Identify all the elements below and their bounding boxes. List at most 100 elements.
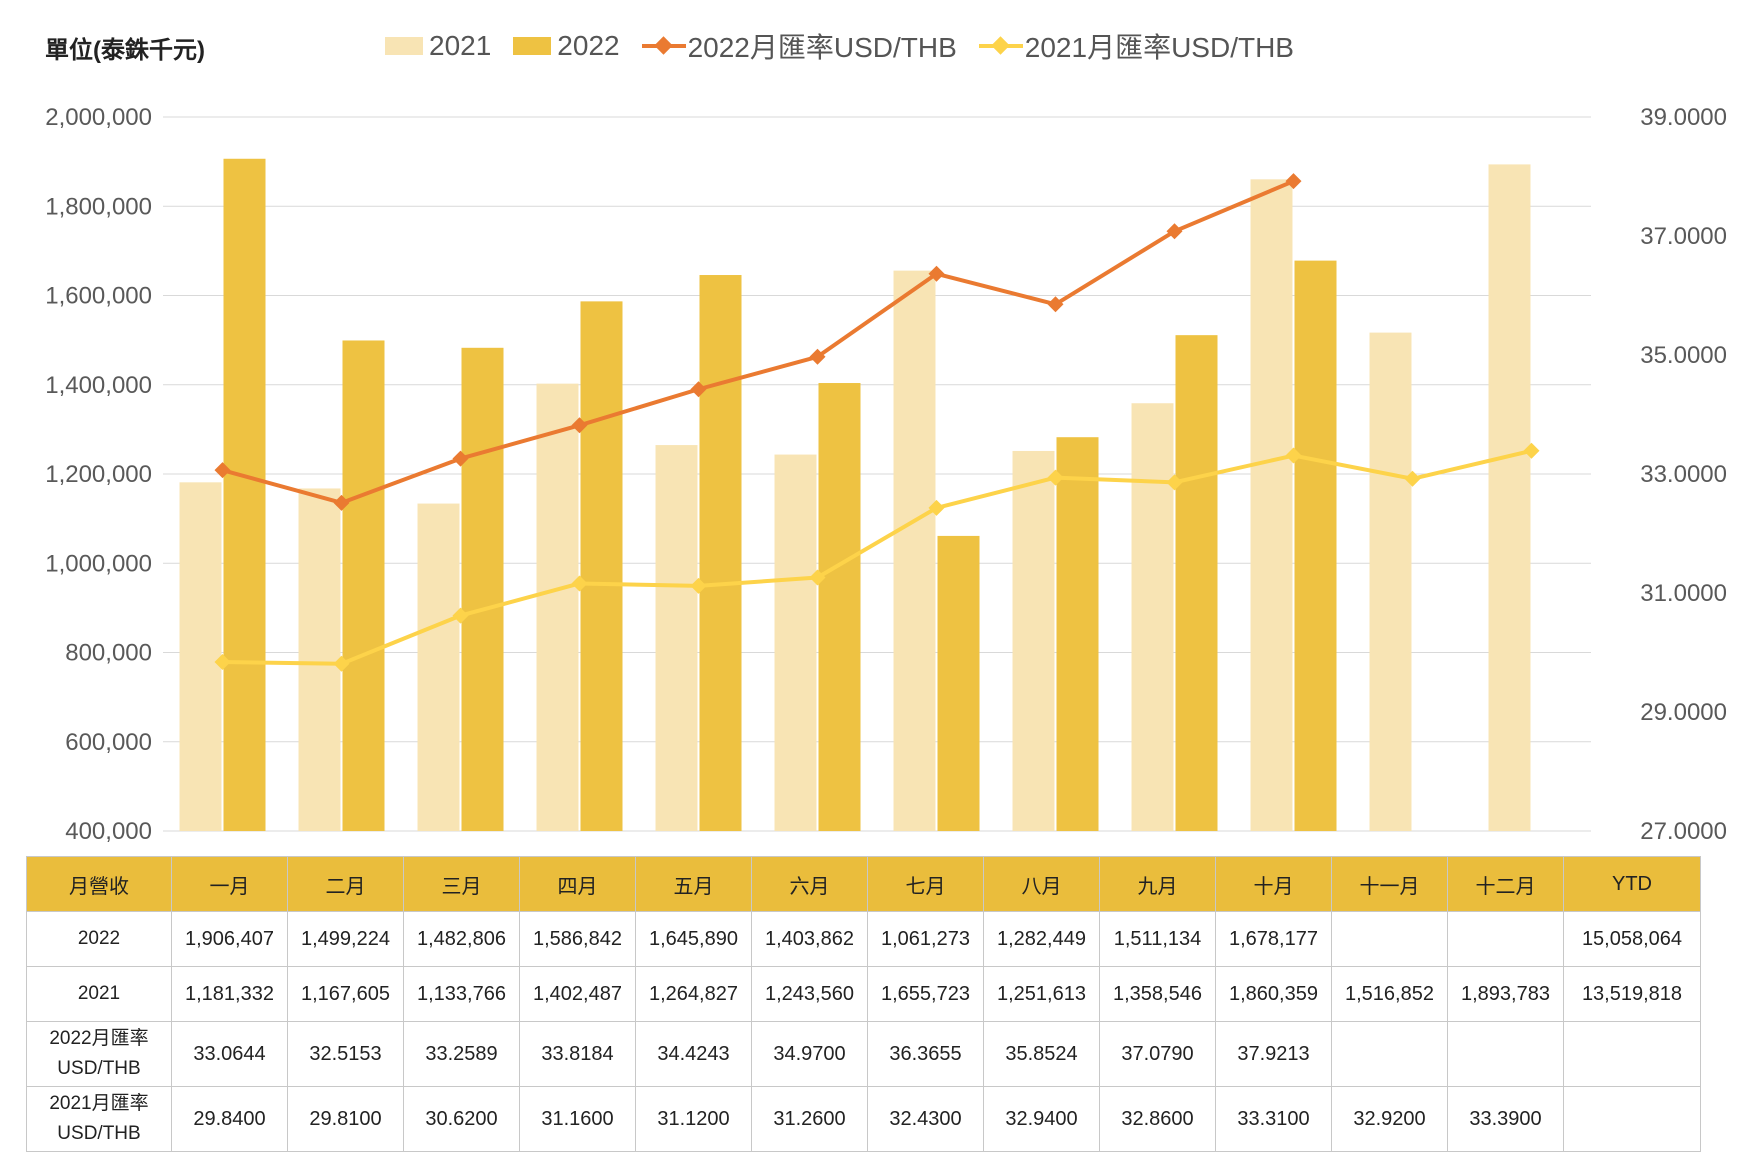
table-cell: 32.9200 [1331, 1086, 1448, 1152]
bar-2022-8 [1056, 437, 1099, 831]
table-column-header: YTD [1563, 856, 1701, 912]
table-cell: 1,482,806 [403, 911, 520, 967]
table-cell [1331, 1021, 1448, 1087]
series-line-2021月匯率USD/THB [222, 448, 1532, 666]
table-cell: 1,655,723 [867, 966, 984, 1022]
table-cell: 15,058,064 [1563, 911, 1701, 967]
right-axis-tick-label: 39.0000 [1640, 104, 1727, 131]
table-cell [1447, 1021, 1564, 1087]
line-point-2021月匯率USD/THB-11 [1404, 470, 1421, 487]
bar-2021-6 [774, 454, 817, 831]
legend-item-2022: 2022 [513, 30, 620, 62]
right-axis-tick-label: 31.0000 [1640, 580, 1727, 607]
table-cell: 37.0790 [1099, 1021, 1216, 1087]
table-cell: 36.3655 [867, 1021, 984, 1087]
table-cell: 1,645,890 [635, 911, 752, 967]
bar-2022-5 [699, 275, 742, 831]
table-cell: 33.8184 [519, 1021, 636, 1087]
table-header-row: 月營收 一月 二月 三月 四月 五月 六月 七月 八月 九月 十月 十一月 十二月 YTD [26, 856, 1701, 912]
table-cell: 1,678,177 [1215, 911, 1332, 967]
table-cell: 1,511,134 [1099, 911, 1216, 967]
table-cell: 1,133,766 [403, 966, 520, 1022]
bar-2021-11 [1369, 332, 1412, 831]
right-axis-tick-label: 35.0000 [1640, 342, 1727, 369]
line-point-2022月匯率USD/THB-7 [928, 265, 945, 282]
table-cell: 1,499,224 [287, 911, 404, 967]
line-point-2021月匯率USD/THB-8 [1047, 469, 1064, 486]
legend-label: 2021月匯率USD/THB [1024, 32, 1294, 63]
table-column-header: 十一月 [1331, 856, 1448, 912]
left-axis-tick-label: 1,600,000 [45, 283, 152, 310]
legend-line-marker [641, 36, 686, 56]
table-column-header: 三月 [403, 856, 520, 912]
left-axis-tick-label: 400,000 [65, 818, 152, 845]
table-cell: 32.4300 [867, 1086, 984, 1152]
table-cell: 37.9213 [1215, 1021, 1332, 1087]
line-point-2021月匯率USD/THB-2 [333, 655, 350, 672]
bar-2021-3 [417, 503, 460, 831]
bar-2022-6 [818, 383, 861, 831]
table-column-header: 一月 [171, 856, 288, 912]
table-cell: 1,402,487 [519, 966, 636, 1022]
table-cell: 33.3900 [1447, 1086, 1564, 1152]
table-cell: 31.1600 [519, 1086, 636, 1152]
table-cell: 32.8600 [1099, 1086, 1216, 1152]
table-cell: 34.4243 [635, 1021, 752, 1087]
line-point-2022月匯率USD/THB-3 [452, 450, 469, 467]
table-cell: 32.5153 [287, 1021, 404, 1087]
right-axis-tick-label: 33.0000 [1640, 461, 1727, 488]
line-point-2021月匯率USD/THB-12 [1523, 442, 1540, 459]
table-cell: 1,358,546 [1099, 966, 1216, 1022]
left-axis-tick-label: 1,000,000 [45, 550, 152, 577]
table-cell [1563, 1021, 1701, 1087]
table-column-header: 五月 [635, 856, 752, 912]
combo-chart: 400,000 600,000 800,000 1,000,000 1,200,000 1… [45, 104, 1727, 845]
bar-2021-10 [1250, 179, 1293, 831]
table-cell: 30.6200 [403, 1086, 520, 1152]
bar-2021-4 [536, 383, 579, 831]
bar-2021-12 [1488, 164, 1531, 831]
left-axis-tick-label: 800,000 [65, 640, 152, 667]
line-point-2022月匯率USD/THB-6 [809, 348, 826, 365]
line-point-2022月匯率USD/THB-5 [690, 381, 707, 398]
table-cell: 1,251,613 [983, 966, 1100, 1022]
table-cell: 31.1200 [635, 1086, 752, 1152]
table-column-header: 十月 [1215, 856, 1332, 912]
bar-2022-7 [937, 535, 980, 831]
table-row: 2022月匯率 USD/THB 33.0644 32.5153 33.2589 33.81… [26, 1021, 1701, 1087]
legend-item-2022-rate: 2022月匯率USD/THB [641, 26, 957, 66]
bar-2022-4 [580, 301, 623, 831]
table-cell: 32.9400 [983, 1086, 1100, 1152]
table-column-header: 六月 [751, 856, 868, 912]
table-cell: 1,167,605 [287, 966, 404, 1022]
bar-2022-10 [1294, 260, 1337, 831]
table-row-header: 2022 [26, 911, 172, 967]
table-cell: 1,906,407 [171, 911, 288, 967]
line-point-2022月匯率USD/THB-10 [1285, 173, 1302, 190]
table-cell: 1,264,827 [635, 966, 752, 1022]
table-column-header: 四月 [519, 856, 636, 912]
bar-2022-2 [342, 340, 385, 831]
unit-label: 單位(泰銖千元) [45, 37, 205, 64]
table-cell: 1,516,852 [1331, 966, 1448, 1022]
line-point-2022月匯率USD/THB-4 [571, 417, 588, 434]
table-cell: 1,181,332 [171, 966, 288, 1022]
right-axis-tick-label: 37.0000 [1640, 223, 1727, 250]
table-cell: 35.8524 [983, 1021, 1100, 1087]
line-point-2021月匯率USD/THB-3 [452, 607, 469, 624]
line-point-2022月匯率USD/THB-2 [333, 494, 350, 511]
table-column-header: 九月 [1099, 856, 1216, 912]
line-point-2021月匯率USD/THB-6 [809, 569, 826, 586]
line-point-2022月匯率USD/THB-8 [1047, 296, 1064, 313]
bar-2021-9 [1131, 403, 1174, 831]
chart-legend: 2021 2022 2022月匯率USD/THB 2021月匯率USD/THB [385, 26, 1316, 66]
line-point-2021月匯率USD/THB-4 [571, 575, 588, 592]
table-cell: 33.0644 [171, 1021, 288, 1087]
table-cell [1331, 911, 1448, 967]
legend-line-marker [978, 36, 1023, 56]
table-cell: 33.3100 [1215, 1086, 1332, 1152]
table-cell: 29.8100 [287, 1086, 404, 1152]
left-axis-tick-label: 2,000,000 [45, 104, 152, 131]
left-axis-tick-label: 1,800,000 [45, 193, 152, 220]
bar-2021-7 [893, 270, 936, 831]
